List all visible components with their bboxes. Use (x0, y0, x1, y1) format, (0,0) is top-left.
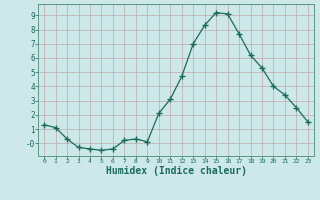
X-axis label: Humidex (Indice chaleur): Humidex (Indice chaleur) (106, 166, 246, 176)
